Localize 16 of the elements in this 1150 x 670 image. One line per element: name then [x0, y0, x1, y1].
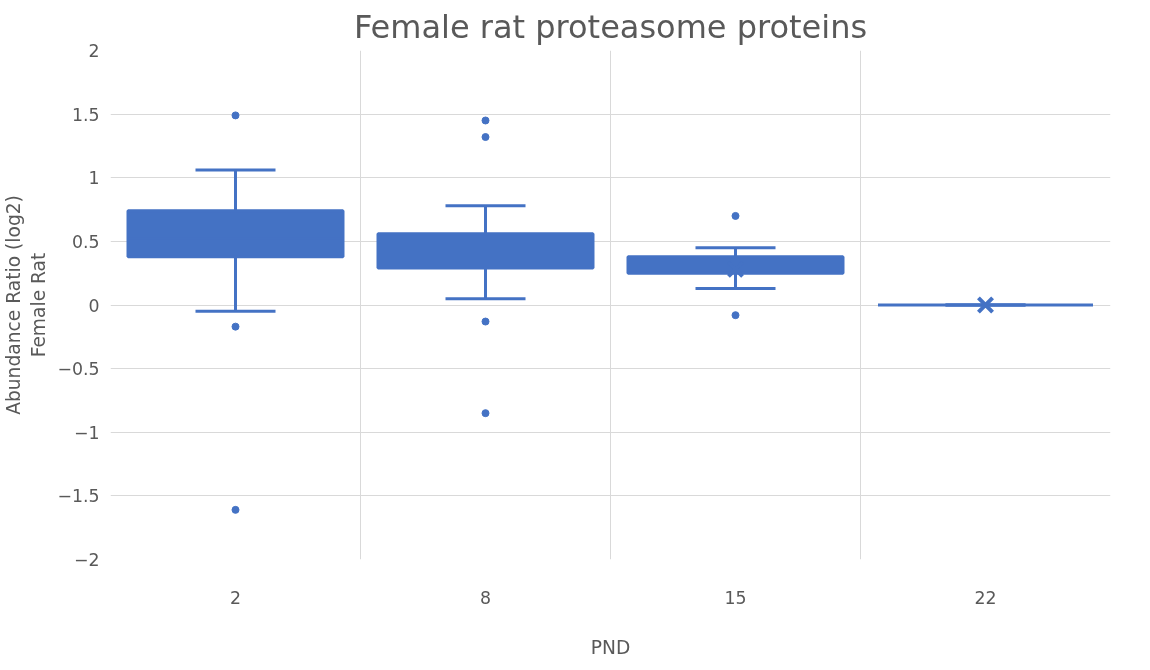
x-tick-label: 8 — [479, 587, 492, 608]
y-tick-label: 1 — [88, 168, 100, 189]
y-tick-label: −2 — [73, 550, 100, 570]
y-tick-label: 0 — [88, 295, 100, 316]
y-axis-title: Abundance Ratio (log2) Female Rat — [3, 195, 50, 415]
x-axis-title: PND — [590, 636, 631, 658]
x-tick-label: 2 — [229, 587, 242, 608]
y-tick-label: 2 — [88, 41, 100, 61]
y-tick-label: −1.5 — [57, 486, 100, 507]
x-tick-label: 22 — [974, 587, 997, 608]
y-tick-label: 0.5 — [71, 231, 100, 252]
x-tick-label: 15 — [724, 587, 747, 608]
chart-title: Female rat proteasome proteins — [353, 7, 868, 46]
y-tick-label: −0.5 — [57, 359, 100, 380]
y-tick-label: −1 — [73, 422, 100, 443]
y-tick-label: 1.5 — [71, 104, 100, 125]
